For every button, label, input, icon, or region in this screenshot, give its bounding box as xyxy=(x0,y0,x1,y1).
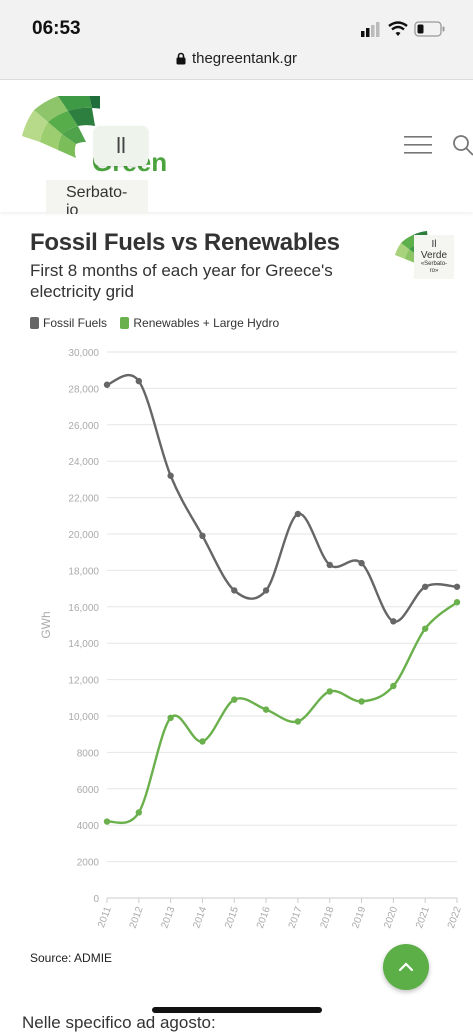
y-tick-label: 30,000 xyxy=(68,348,99,359)
battery-icon xyxy=(414,21,445,37)
search-icon[interactable] xyxy=(452,134,473,156)
status-icons xyxy=(361,21,445,37)
x-tick-label: 2017 xyxy=(287,905,305,930)
x-tick-label: 2013 xyxy=(160,905,178,930)
site-logo[interactable]: Green ll Serbato- io xyxy=(20,96,167,214)
renewables-point xyxy=(390,682,397,690)
renewables-point xyxy=(358,698,365,705)
y-axis-label: GWh xyxy=(39,611,53,638)
renewables-point xyxy=(135,809,143,816)
url-text: thegreentank.gr xyxy=(191,50,298,67)
legend-swatch-fossil xyxy=(30,317,39,329)
renewables-point xyxy=(231,696,238,703)
legend-item-renewables[interactable]: Renewables + Large Hydro xyxy=(120,316,279,330)
status-bar: 06:53 xyxy=(0,0,473,44)
fossil-fuels-point xyxy=(103,381,111,388)
fossil-fuels-point xyxy=(421,583,429,590)
renewables-point xyxy=(199,738,206,745)
home-indicator xyxy=(152,1007,322,1013)
translate-overlay: ll xyxy=(94,126,148,166)
legend-item-fossil[interactable]: Fossil Fuels xyxy=(30,316,107,330)
y-tick-label: 6000 xyxy=(77,785,100,796)
fossil-fuels-point xyxy=(358,559,365,567)
y-tick-label: 28,000 xyxy=(68,384,99,395)
fossil-fuels-point xyxy=(326,561,333,569)
signal-icon xyxy=(361,22,380,37)
renewables-point xyxy=(262,706,270,713)
chart-logo-sub: «Serbato- ro» xyxy=(420,261,448,274)
y-tick-label: 24,000 xyxy=(68,457,99,468)
y-tick-label: 2000 xyxy=(77,858,100,869)
fossil-fuels-point xyxy=(390,618,397,625)
y-tick-label: 22,000 xyxy=(68,494,99,505)
x-tick-label: 2018 xyxy=(319,905,337,930)
chevron-up-icon xyxy=(398,962,414,972)
y-tick-label: 20,000 xyxy=(68,530,99,541)
x-tick-label: 2021 xyxy=(414,905,432,930)
chart-title: Fossil Fuels vs Renewables xyxy=(30,229,340,256)
x-tick-label: 2014 xyxy=(191,905,209,930)
chart-logo: Il Verde «Serbato- ro» xyxy=(393,229,461,281)
fossil-fuels-point xyxy=(199,532,206,540)
site-header: Green ll Serbato- io xyxy=(0,80,473,214)
status-time: 06:53 xyxy=(32,18,81,39)
lock-icon xyxy=(176,52,186,65)
renewables-point xyxy=(453,599,461,606)
fossil-fuels-point xyxy=(262,587,270,594)
x-tick-label: 2020 xyxy=(382,905,400,930)
x-tick-label: 2019 xyxy=(350,905,368,930)
fossil-fuels-point xyxy=(167,472,174,479)
y-tick-label: 14,000 xyxy=(68,639,99,650)
renewables-point xyxy=(421,625,429,632)
x-tick-label: 2015 xyxy=(223,905,241,930)
chart-logo-overlay: Il Verde «Serbato- ro» xyxy=(414,235,454,279)
translate-overlay-lower: Serbato- io xyxy=(46,180,148,214)
renewables-point xyxy=(167,714,174,722)
y-tick-label: 4000 xyxy=(77,821,100,832)
scroll-to-top-button[interactable] xyxy=(383,944,429,990)
article-text: Nelle specifico ad agosto: xyxy=(22,1013,216,1032)
chart-subtitle: First 8 months of each year for Greece's… xyxy=(30,261,333,301)
y-tick-label: 16,000 xyxy=(68,603,99,614)
chart-legend: Fossil Fuels Renewables + Large Hydro xyxy=(30,316,289,330)
y-tick-label: 26,000 xyxy=(68,421,99,432)
legend-label-renewables: Renewables + Large Hydro xyxy=(133,316,280,330)
fossil-fuels-point xyxy=(231,587,238,594)
fossil-fuels-point xyxy=(453,583,461,590)
legend-label-fossil: Fossil Fuels xyxy=(43,316,108,330)
hamburger-menu-icon[interactable] xyxy=(404,135,432,155)
fossil-fuels-line xyxy=(106,374,458,623)
line-chart: 0 2000 4000 6000 8000 10,000 12,000 14,000 16,00… xyxy=(39,348,464,930)
chart-logo-text: Il Verde xyxy=(420,239,448,261)
renewables-point xyxy=(294,718,302,725)
address-bar[interactable]: thegreentank.gr xyxy=(0,44,473,80)
y-tick-label: 8000 xyxy=(77,748,100,759)
legend-swatch-renewables xyxy=(120,317,130,329)
fossil-fuels-point xyxy=(135,377,143,385)
x-tick-label: 2022 xyxy=(446,905,464,930)
y-tick-label: 12,000 xyxy=(68,676,99,687)
y-tick-label: 18,000 xyxy=(68,566,99,577)
chart-source: Source: ADMIE xyxy=(30,951,113,965)
y-tick-label: 10,000 xyxy=(68,712,99,723)
renewables-line xyxy=(106,601,458,825)
wifi-icon xyxy=(388,21,408,36)
y-tick-label: 0 xyxy=(93,894,99,905)
x-tick-label: 2016 xyxy=(255,905,273,930)
renewables-point xyxy=(103,818,111,825)
renewables-point xyxy=(326,688,333,695)
fossil-fuels-point xyxy=(294,510,302,518)
x-tick-label: 2012 xyxy=(128,905,146,930)
x-tick-label: 2011 xyxy=(96,905,114,929)
logo-mark-icon xyxy=(22,96,100,158)
